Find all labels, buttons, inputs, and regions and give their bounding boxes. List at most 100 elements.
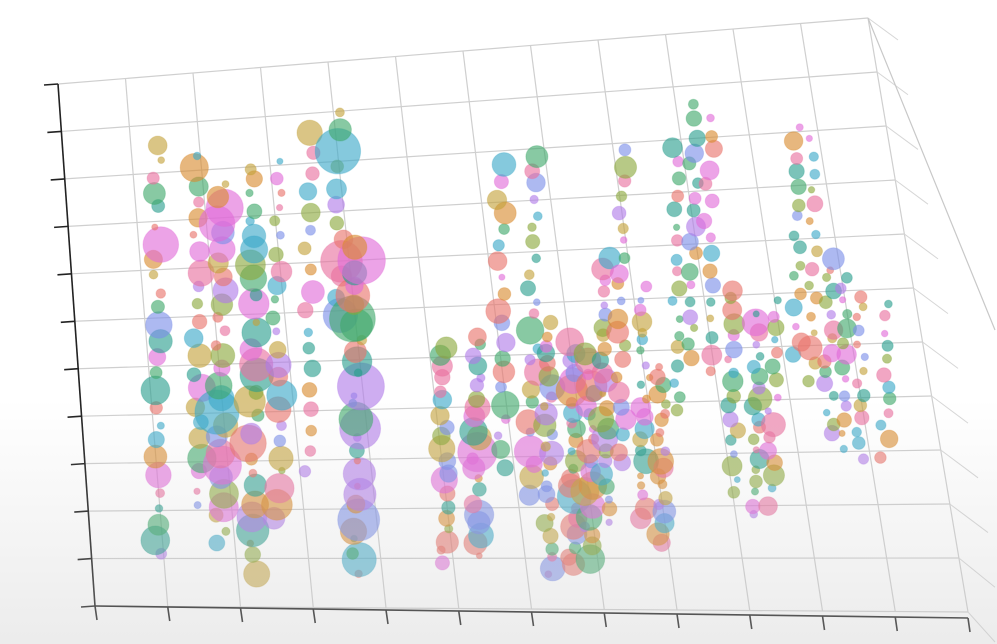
bubble-column xyxy=(329,234,386,579)
data-point xyxy=(636,346,645,355)
z-axis-line xyxy=(57,83,96,607)
data-point xyxy=(705,130,719,143)
bubble-column xyxy=(261,157,298,530)
data-point xyxy=(491,152,517,177)
data-point xyxy=(346,547,360,560)
data-point xyxy=(297,241,312,256)
data-point xyxy=(485,298,512,325)
data-point xyxy=(532,298,541,307)
x-axis-tick xyxy=(530,611,535,627)
data-point xyxy=(531,253,542,264)
data-point xyxy=(672,223,681,232)
bubble-column xyxy=(587,246,622,527)
data-point xyxy=(670,253,683,266)
data-point xyxy=(221,180,230,189)
data-point xyxy=(706,297,716,307)
data-point xyxy=(245,188,254,198)
bubble-column xyxy=(606,143,638,472)
data-point xyxy=(806,195,824,213)
data-point xyxy=(546,512,556,522)
data-point xyxy=(467,327,487,347)
data-point xyxy=(838,429,846,437)
data-point xyxy=(611,205,627,221)
grid-line-horizontal xyxy=(61,71,878,133)
grid-line-vertical xyxy=(462,50,533,610)
data-point xyxy=(334,107,345,118)
data-point xyxy=(206,185,230,209)
bubble-column xyxy=(457,327,498,560)
data-point xyxy=(882,391,897,406)
data-point xyxy=(243,473,268,497)
data-point xyxy=(641,361,650,370)
data-point xyxy=(821,272,832,283)
data-point xyxy=(143,444,168,469)
data-point xyxy=(297,301,314,319)
data-point xyxy=(828,390,839,401)
data-point xyxy=(667,295,678,306)
data-point xyxy=(147,431,165,449)
data-point xyxy=(618,143,632,157)
data-point xyxy=(434,555,450,571)
data-point xyxy=(805,217,814,226)
data-point xyxy=(598,400,616,417)
data-point xyxy=(675,315,684,324)
data-point xyxy=(758,496,778,517)
z-axis-tick xyxy=(77,557,92,561)
data-point xyxy=(773,393,782,402)
data-point xyxy=(773,296,782,305)
data-point xyxy=(529,194,539,205)
data-point xyxy=(637,489,649,501)
data-point xyxy=(491,439,511,460)
bubble-column xyxy=(783,123,811,363)
data-point xyxy=(687,98,699,110)
data-point xyxy=(685,110,703,127)
data-point xyxy=(752,310,760,318)
x-axis-tick xyxy=(239,607,244,623)
data-point xyxy=(264,473,295,504)
data-point xyxy=(852,312,862,322)
data-point xyxy=(191,297,204,310)
data-point xyxy=(145,311,173,339)
data-point xyxy=(875,419,887,431)
bubble-column xyxy=(680,98,707,367)
data-point xyxy=(142,226,180,263)
data-point xyxy=(636,481,646,490)
data-point xyxy=(151,223,159,231)
data-point xyxy=(722,280,743,302)
data-point xyxy=(876,367,892,383)
data-point xyxy=(156,421,165,430)
x-axis-tick xyxy=(967,617,971,633)
data-point xyxy=(791,198,806,213)
data-point xyxy=(155,288,167,299)
data-point xyxy=(342,234,368,260)
data-point xyxy=(836,337,850,350)
data-point xyxy=(671,189,685,203)
data-point xyxy=(662,137,683,159)
data-point xyxy=(305,424,318,437)
data-point xyxy=(619,236,628,244)
data-point xyxy=(857,388,871,403)
data-point xyxy=(497,287,512,301)
data-point xyxy=(670,359,685,373)
data-point xyxy=(808,151,819,162)
data-point xyxy=(881,339,894,352)
data-point xyxy=(157,156,166,165)
bubble-column xyxy=(720,280,747,499)
data-point xyxy=(795,260,806,271)
data-point xyxy=(699,160,720,181)
data-point xyxy=(597,285,611,298)
data-point xyxy=(860,352,869,362)
data-point xyxy=(243,560,271,588)
data-point xyxy=(858,302,868,312)
data-point xyxy=(725,434,737,446)
data-point xyxy=(794,287,807,301)
data-point xyxy=(155,488,166,499)
data-point xyxy=(298,465,312,478)
data-point xyxy=(525,234,541,250)
z-axis-tick xyxy=(43,83,59,86)
data-point xyxy=(741,308,770,337)
data-point xyxy=(191,313,208,330)
data-point xyxy=(221,526,231,537)
data-point xyxy=(804,280,814,291)
x-axis-tick xyxy=(676,613,680,629)
